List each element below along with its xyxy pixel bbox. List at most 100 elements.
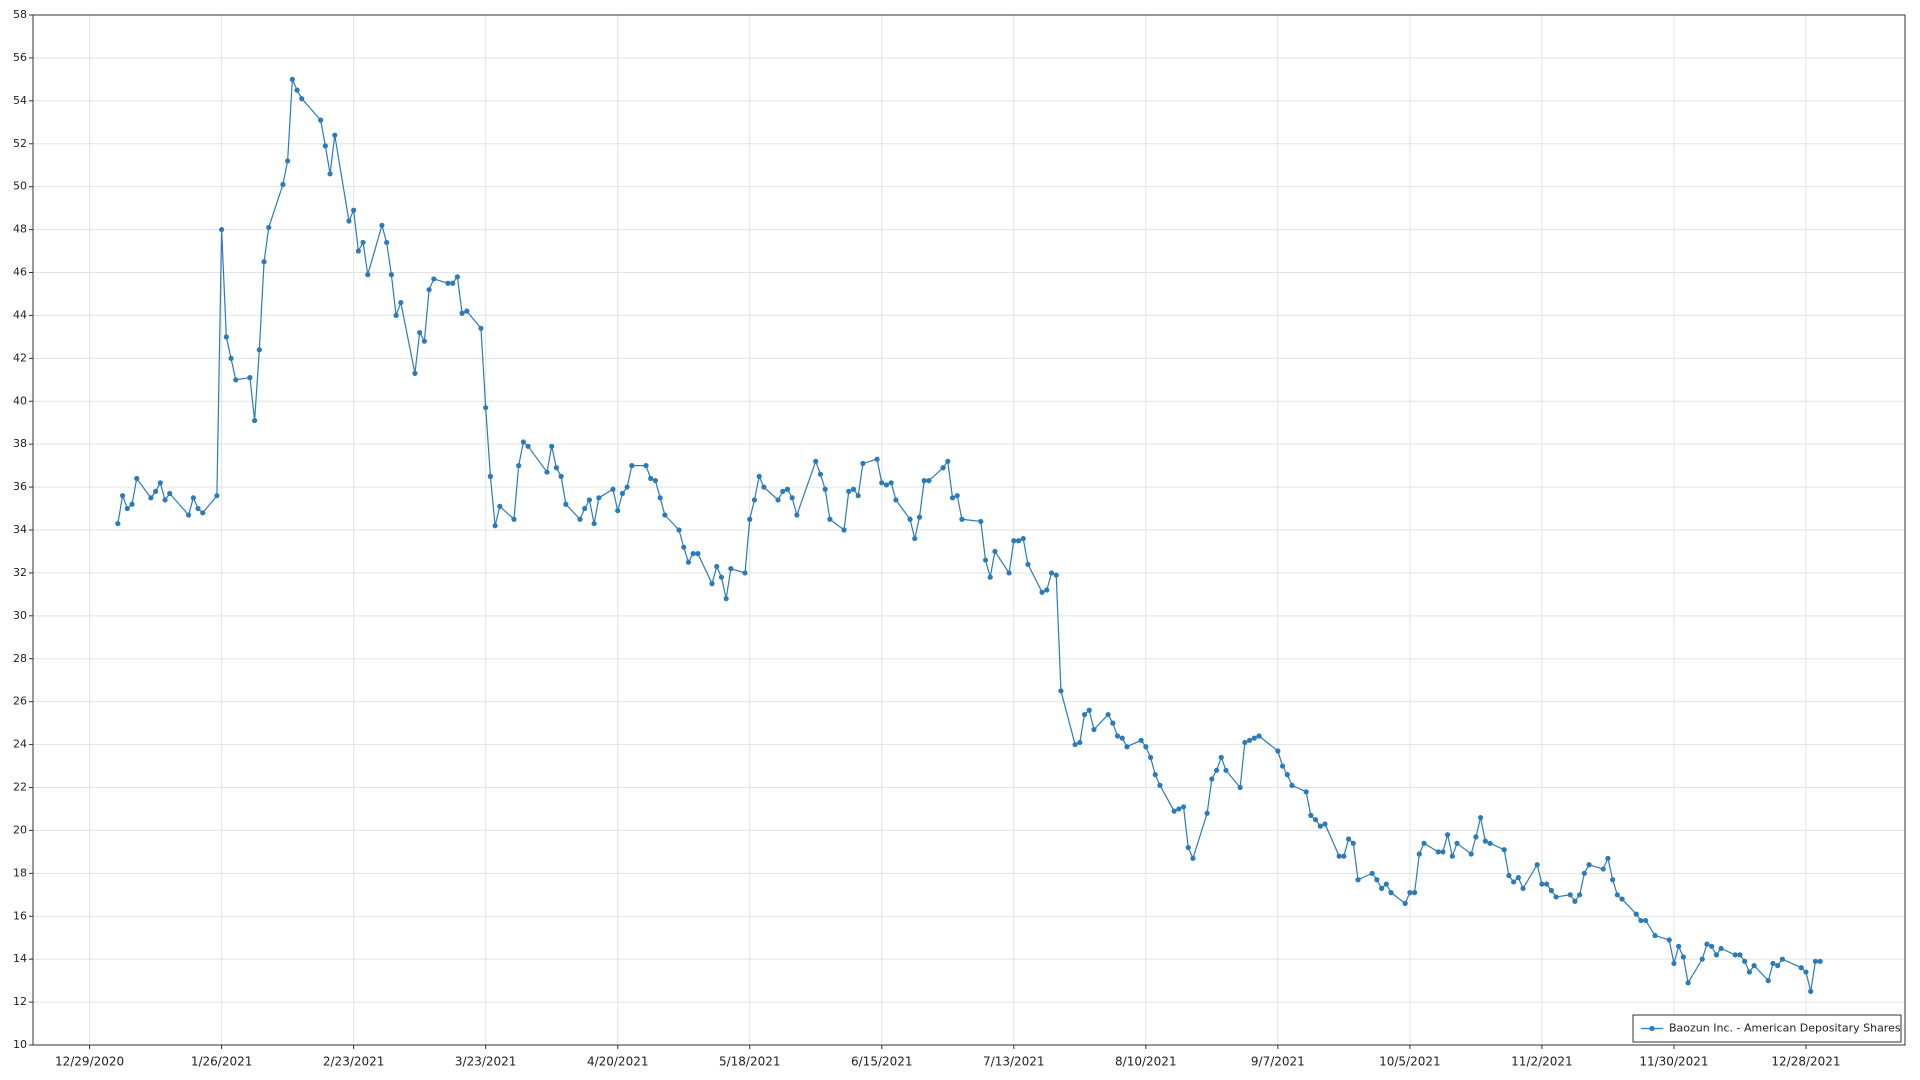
y-tick-label: 14 bbox=[13, 952, 27, 965]
data-point bbox=[157, 480, 163, 486]
data-point bbox=[756, 473, 762, 479]
data-point bbox=[1440, 849, 1446, 855]
data-point bbox=[1350, 840, 1356, 846]
x-tick-label: 2/23/2021 bbox=[323, 1055, 385, 1069]
y-tick-label: 38 bbox=[13, 437, 27, 450]
data-point bbox=[1817, 958, 1823, 964]
data-point bbox=[1614, 892, 1620, 898]
data-point bbox=[1355, 877, 1361, 883]
data-point bbox=[1044, 587, 1050, 593]
y-tick-label: 28 bbox=[13, 652, 27, 665]
x-tick-label: 3/23/2021 bbox=[455, 1055, 517, 1069]
y-tick-label: 50 bbox=[13, 180, 27, 193]
data-point bbox=[1487, 840, 1493, 846]
data-point bbox=[487, 473, 493, 479]
data-point bbox=[926, 478, 932, 484]
data-point bbox=[384, 239, 390, 246]
data-point bbox=[247, 375, 253, 381]
data-point bbox=[1086, 707, 1092, 713]
data-point bbox=[1671, 960, 1677, 967]
data-point bbox=[586, 497, 593, 503]
data-point bbox=[615, 508, 621, 514]
x-tick-label: 10/5/2021 bbox=[1379, 1055, 1441, 1069]
data-point bbox=[1053, 572, 1059, 578]
data-point bbox=[1534, 862, 1540, 868]
data-point bbox=[1322, 821, 1328, 827]
data-point bbox=[1619, 896, 1625, 902]
data-point bbox=[1600, 866, 1606, 872]
data-point bbox=[874, 456, 880, 462]
data-point bbox=[695, 551, 701, 557]
data-point bbox=[483, 405, 489, 411]
y-tick-label: 16 bbox=[13, 909, 27, 922]
data-point bbox=[464, 308, 470, 314]
data-point bbox=[1751, 963, 1757, 969]
data-point bbox=[723, 596, 729, 602]
data-point bbox=[346, 218, 352, 224]
data-point bbox=[1435, 849, 1441, 855]
x-tick-label: 11/30/2021 bbox=[1639, 1055, 1708, 1069]
data-point bbox=[648, 475, 654, 482]
data-point bbox=[1180, 804, 1187, 810]
data-point bbox=[285, 158, 291, 164]
data-point bbox=[1204, 810, 1210, 816]
data-point bbox=[1539, 881, 1545, 887]
data-point bbox=[1402, 900, 1408, 906]
data-point bbox=[360, 239, 366, 246]
data-point bbox=[662, 512, 668, 518]
y-tick-label: 52 bbox=[13, 137, 27, 150]
data-point bbox=[1143, 744, 1149, 750]
data-point bbox=[544, 469, 550, 475]
data-point bbox=[959, 516, 965, 522]
data-point bbox=[200, 510, 206, 516]
data-point bbox=[1478, 814, 1484, 821]
data-point bbox=[940, 465, 946, 471]
data-point bbox=[624, 484, 630, 490]
data-point bbox=[978, 518, 984, 525]
data-point bbox=[1289, 782, 1295, 788]
data-point bbox=[921, 478, 927, 484]
data-point bbox=[558, 473, 564, 479]
data-point bbox=[1812, 958, 1819, 964]
data-point bbox=[124, 505, 130, 512]
data-point bbox=[1553, 894, 1559, 900]
data-point bbox=[134, 475, 140, 482]
legend-box bbox=[1632, 1014, 1902, 1043]
data-point bbox=[1416, 851, 1422, 857]
plot-area bbox=[32, 14, 1906, 1046]
data-point bbox=[1770, 960, 1776, 967]
data-point bbox=[775, 497, 781, 503]
data-point bbox=[1105, 711, 1111, 718]
data-point bbox=[652, 478, 659, 484]
data-point bbox=[1077, 739, 1083, 746]
data-point bbox=[261, 259, 267, 265]
y-tick-label: 44 bbox=[13, 308, 27, 321]
data-point bbox=[1072, 741, 1078, 748]
data-point bbox=[1110, 720, 1116, 726]
data-point bbox=[1336, 853, 1342, 859]
data-point bbox=[516, 463, 522, 469]
data-point bbox=[610, 486, 616, 492]
data-point bbox=[643, 463, 649, 469]
y-tick-label: 24 bbox=[13, 738, 27, 751]
data-point bbox=[1275, 748, 1281, 754]
data-point bbox=[417, 329, 423, 336]
data-point bbox=[129, 501, 135, 507]
data-point bbox=[1666, 937, 1672, 943]
data-point bbox=[676, 527, 682, 533]
data-point bbox=[549, 443, 555, 449]
data-point bbox=[1039, 589, 1045, 595]
data-point bbox=[1138, 737, 1144, 743]
data-point bbox=[1251, 735, 1257, 741]
data-point bbox=[152, 488, 159, 494]
data-point bbox=[1119, 735, 1125, 741]
y-tick-label: 30 bbox=[13, 609, 27, 622]
data-point bbox=[223, 334, 229, 340]
data-point bbox=[945, 458, 951, 464]
data-point bbox=[629, 463, 635, 469]
data-point bbox=[1548, 887, 1554, 894]
data-point bbox=[1454, 840, 1460, 846]
x-tick-label: 8/10/2021 bbox=[1115, 1055, 1177, 1069]
data-point bbox=[987, 574, 993, 580]
